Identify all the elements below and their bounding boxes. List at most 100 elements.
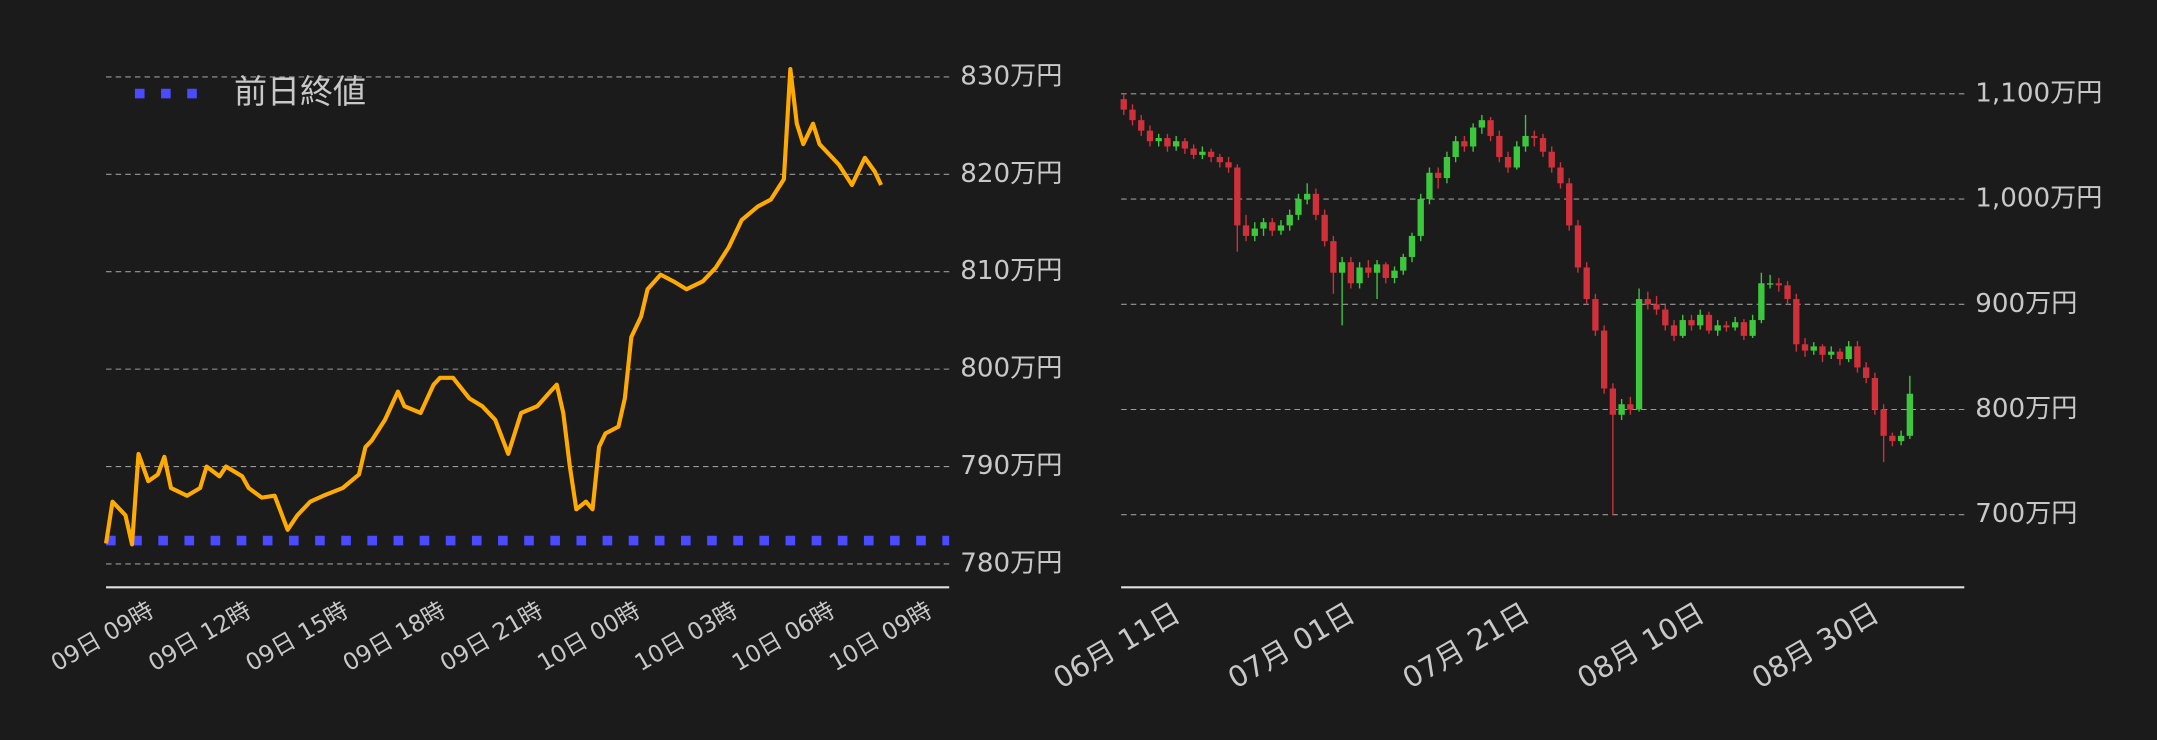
candle-body bbox=[1627, 404, 1634, 410]
candle-body bbox=[1531, 135, 1538, 139]
candle-body bbox=[1408, 235, 1416, 257]
candle-body bbox=[1513, 146, 1520, 168]
candle-body bbox=[1793, 299, 1800, 345]
candle-body bbox=[1338, 262, 1346, 273]
candle-body bbox=[1889, 435, 1896, 442]
candle-body bbox=[1417, 199, 1424, 236]
candle-body bbox=[1897, 435, 1905, 442]
candle-body bbox=[1225, 162, 1232, 168]
candle-body bbox=[1863, 367, 1870, 378]
candle-body bbox=[1653, 304, 1660, 310]
candle-body bbox=[1207, 151, 1215, 157]
candle-body bbox=[1356, 267, 1363, 284]
candle-body bbox=[1871, 377, 1879, 410]
candle-body bbox=[1234, 167, 1241, 226]
candle-body bbox=[1129, 109, 1136, 121]
candle-body bbox=[1295, 199, 1302, 215]
candle-body bbox=[1679, 320, 1686, 336]
y-tick-label: 780万円 bbox=[960, 548, 1062, 578]
candle-body bbox=[1723, 325, 1730, 328]
candle-body bbox=[1801, 344, 1809, 351]
candle-body bbox=[1688, 320, 1695, 326]
candle-body bbox=[1600, 330, 1608, 389]
candle-body bbox=[1199, 151, 1206, 155]
y-tick-label: 1,000万円 bbox=[1975, 184, 2102, 214]
y-tick-label: 810万円 bbox=[960, 256, 1062, 286]
candle-body bbox=[1504, 156, 1512, 168]
candle-body bbox=[1731, 322, 1739, 328]
candle-body bbox=[1828, 351, 1835, 355]
candle-body bbox=[1697, 314, 1704, 326]
candle-body bbox=[1461, 141, 1468, 147]
candle-body bbox=[1906, 393, 1914, 436]
candle-body bbox=[1181, 141, 1189, 149]
candle-body bbox=[1496, 135, 1503, 157]
candle-body bbox=[1810, 346, 1817, 351]
candle-body bbox=[1705, 314, 1713, 331]
candle-body bbox=[1758, 283, 1765, 321]
candle-body bbox=[1469, 127, 1477, 147]
candle-body bbox=[1146, 130, 1154, 142]
candle-body bbox=[1644, 299, 1651, 305]
candle-body bbox=[1478, 120, 1486, 128]
candle-body bbox=[1190, 148, 1197, 155]
candle-body bbox=[1670, 325, 1678, 336]
candle-body bbox=[1749, 320, 1756, 336]
candle-body bbox=[1592, 299, 1599, 331]
candle-body bbox=[1583, 267, 1590, 300]
candle-body bbox=[1574, 225, 1582, 268]
candle-body bbox=[1880, 409, 1887, 436]
candle-body bbox=[1539, 138, 1547, 152]
y-tick-label: 790万円 bbox=[960, 451, 1062, 481]
candle-body bbox=[1566, 183, 1573, 226]
candle-body bbox=[1286, 214, 1293, 226]
candle-body bbox=[1784, 285, 1791, 300]
candle-body bbox=[1714, 325, 1721, 331]
candle-body bbox=[1452, 141, 1459, 157]
candle-body bbox=[1443, 156, 1451, 179]
candle-body bbox=[1740, 322, 1748, 336]
candle-body bbox=[1138, 120, 1145, 131]
y-tick-label: 800万円 bbox=[960, 354, 1062, 384]
candle-body bbox=[1269, 222, 1276, 231]
y-tick-label: 700万円 bbox=[1975, 499, 2077, 529]
legend-label: 前日終値 bbox=[234, 72, 366, 111]
candle-body bbox=[1365, 267, 1372, 273]
price-line bbox=[104, 66, 883, 547]
candle-body bbox=[1347, 262, 1355, 284]
y-tick-label: 820万円 bbox=[960, 159, 1062, 189]
candle-body bbox=[1382, 264, 1389, 278]
candle-body bbox=[1854, 346, 1861, 368]
candle-body bbox=[1522, 135, 1529, 147]
candle-body bbox=[1251, 228, 1258, 236]
candle-body bbox=[1557, 167, 1564, 184]
candle-body bbox=[1548, 151, 1555, 168]
candle-body bbox=[1845, 346, 1852, 360]
candle-body bbox=[1242, 225, 1250, 236]
y-tick-label: 800万円 bbox=[1975, 394, 2077, 424]
candle-body bbox=[1321, 214, 1328, 242]
candle-body bbox=[1836, 351, 1844, 360]
candle-body bbox=[1173, 141, 1180, 147]
candle-body bbox=[1400, 256, 1407, 271]
candle-body bbox=[1609, 388, 1617, 415]
candle-body bbox=[1373, 264, 1381, 273]
candle-body bbox=[1304, 193, 1311, 200]
candle-body bbox=[1775, 283, 1782, 286]
candle-body bbox=[1391, 270, 1398, 278]
candle-body bbox=[1260, 222, 1267, 229]
candle-body bbox=[1312, 193, 1320, 215]
candle-body bbox=[1635, 299, 1643, 410]
candle-body bbox=[1216, 156, 1223, 163]
candle-body bbox=[1487, 120, 1494, 136]
candle-body bbox=[1618, 404, 1625, 415]
y-tick-label: 830万円 bbox=[960, 61, 1062, 91]
candle-body bbox=[1330, 241, 1337, 273]
candle-body bbox=[1662, 309, 1669, 326]
candle-body bbox=[1277, 225, 1285, 231]
candle-body bbox=[1435, 172, 1442, 179]
candle-body bbox=[1766, 283, 1774, 285]
